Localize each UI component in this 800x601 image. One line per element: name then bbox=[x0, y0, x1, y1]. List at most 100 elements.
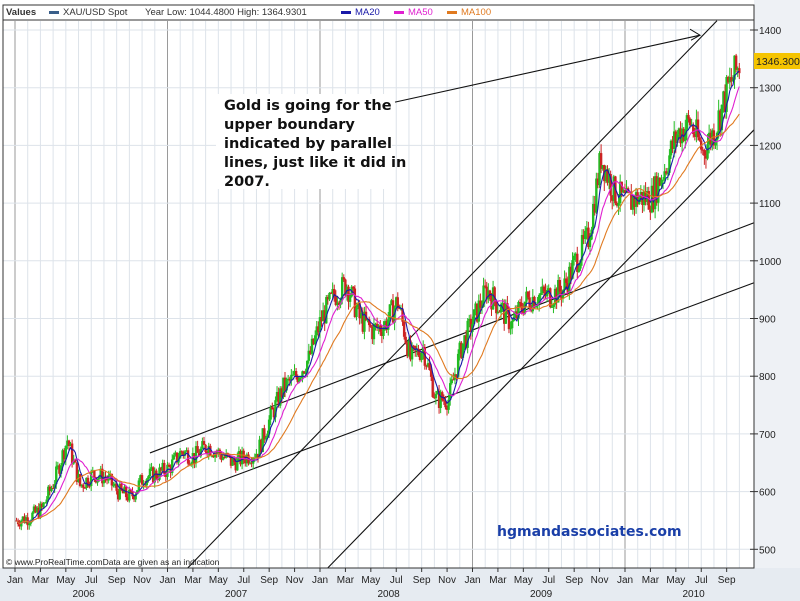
candle-body bbox=[442, 400, 446, 402]
candle-body bbox=[20, 520, 23, 527]
candle-body bbox=[115, 483, 118, 491]
candle-body bbox=[218, 449, 222, 455]
candle-body bbox=[455, 374, 458, 377]
candle-body bbox=[110, 473, 114, 486]
candle-body bbox=[86, 477, 90, 486]
candle-body bbox=[274, 400, 277, 418]
candle-body bbox=[205, 451, 209, 455]
candle-body bbox=[657, 177, 660, 203]
candle-body bbox=[277, 391, 280, 406]
legend-ma20: MA20 bbox=[355, 7, 380, 18]
candle-body bbox=[550, 306, 554, 308]
candle-body bbox=[323, 310, 326, 324]
candle-body bbox=[387, 319, 390, 330]
candle-body bbox=[267, 419, 271, 434]
x-tick-label: May bbox=[361, 575, 380, 586]
arrowhead-icon bbox=[689, 28, 702, 41]
candle-body bbox=[496, 311, 500, 314]
candle-body bbox=[636, 192, 639, 205]
candle-body bbox=[682, 128, 685, 141]
candle-body bbox=[301, 371, 304, 378]
candle-body bbox=[23, 516, 26, 523]
candle-body bbox=[58, 465, 61, 474]
candle-body bbox=[564, 278, 568, 283]
candle-body bbox=[441, 392, 444, 401]
candle-body bbox=[51, 488, 55, 490]
candle-body bbox=[369, 325, 372, 327]
candle-body bbox=[302, 371, 306, 374]
candle-body bbox=[414, 345, 417, 351]
candle-body bbox=[528, 297, 531, 308]
candle-body bbox=[714, 140, 717, 146]
candle-body bbox=[366, 319, 369, 321]
candle-body bbox=[723, 91, 727, 112]
candle-body bbox=[88, 485, 91, 487]
candle-body bbox=[598, 153, 601, 186]
candle-body bbox=[321, 310, 325, 322]
candle-body bbox=[672, 131, 676, 149]
candle-body bbox=[299, 377, 303, 379]
candle-body bbox=[166, 464, 169, 477]
candle-body bbox=[271, 407, 274, 410]
candle-body bbox=[390, 300, 393, 305]
candle-body bbox=[74, 459, 77, 463]
candle-body bbox=[32, 506, 36, 513]
candle-body bbox=[102, 476, 106, 484]
x-tick-label: Jul bbox=[390, 575, 403, 586]
candle-body bbox=[288, 378, 291, 381]
candle-body bbox=[56, 465, 60, 467]
candle-body bbox=[460, 342, 463, 358]
candle-body bbox=[429, 369, 433, 377]
candle-body bbox=[377, 325, 380, 328]
candle-body bbox=[730, 77, 733, 82]
candle-body bbox=[70, 443, 74, 464]
candle-body bbox=[501, 303, 504, 305]
x-tick-label: Sep bbox=[260, 575, 278, 586]
candle-body bbox=[580, 234, 584, 261]
y-tick-label: 1000 bbox=[759, 257, 782, 268]
candle-body bbox=[479, 300, 482, 309]
candle-body bbox=[577, 268, 581, 272]
x-year-label: 2009 bbox=[530, 589, 553, 600]
watermark: hgmandassociates.com bbox=[497, 524, 682, 540]
candle-body bbox=[331, 288, 334, 294]
candle-body bbox=[658, 177, 662, 186]
candle-body bbox=[607, 174, 611, 183]
candle-body bbox=[97, 476, 101, 479]
candle-body bbox=[655, 176, 658, 203]
candle-body bbox=[504, 303, 507, 324]
candle-body bbox=[62, 450, 66, 460]
candle-body bbox=[733, 55, 736, 80]
candle-body bbox=[80, 484, 83, 486]
candle-body bbox=[272, 409, 276, 418]
candle-body bbox=[105, 477, 109, 481]
candle-body bbox=[367, 319, 371, 326]
candle-body bbox=[264, 437, 268, 440]
candle-body bbox=[471, 323, 474, 333]
x-year-label: 2010 bbox=[683, 589, 706, 600]
candle-body bbox=[48, 486, 52, 491]
candle-body bbox=[394, 297, 398, 308]
candle-body bbox=[220, 454, 223, 460]
candle-body bbox=[620, 181, 623, 193]
candle-body bbox=[487, 290, 490, 300]
candle-body bbox=[285, 378, 288, 391]
candle-body bbox=[158, 467, 161, 480]
candle-body bbox=[468, 318, 471, 321]
candle-body bbox=[153, 470, 156, 483]
candle-body bbox=[510, 320, 514, 329]
candle-body bbox=[382, 327, 385, 336]
x-tick-label: Mar bbox=[337, 575, 355, 586]
candle-body bbox=[412, 345, 415, 347]
candle-body bbox=[29, 521, 33, 524]
candle-body bbox=[618, 181, 622, 204]
candle-body bbox=[134, 494, 137, 500]
candle-body bbox=[333, 288, 336, 297]
candle-body bbox=[342, 277, 345, 280]
candle-body bbox=[490, 297, 493, 310]
candle-body bbox=[461, 343, 465, 358]
candle-body bbox=[731, 79, 735, 82]
candle-body bbox=[47, 486, 50, 500]
candle-body bbox=[190, 463, 193, 465]
candle-body bbox=[393, 307, 396, 323]
